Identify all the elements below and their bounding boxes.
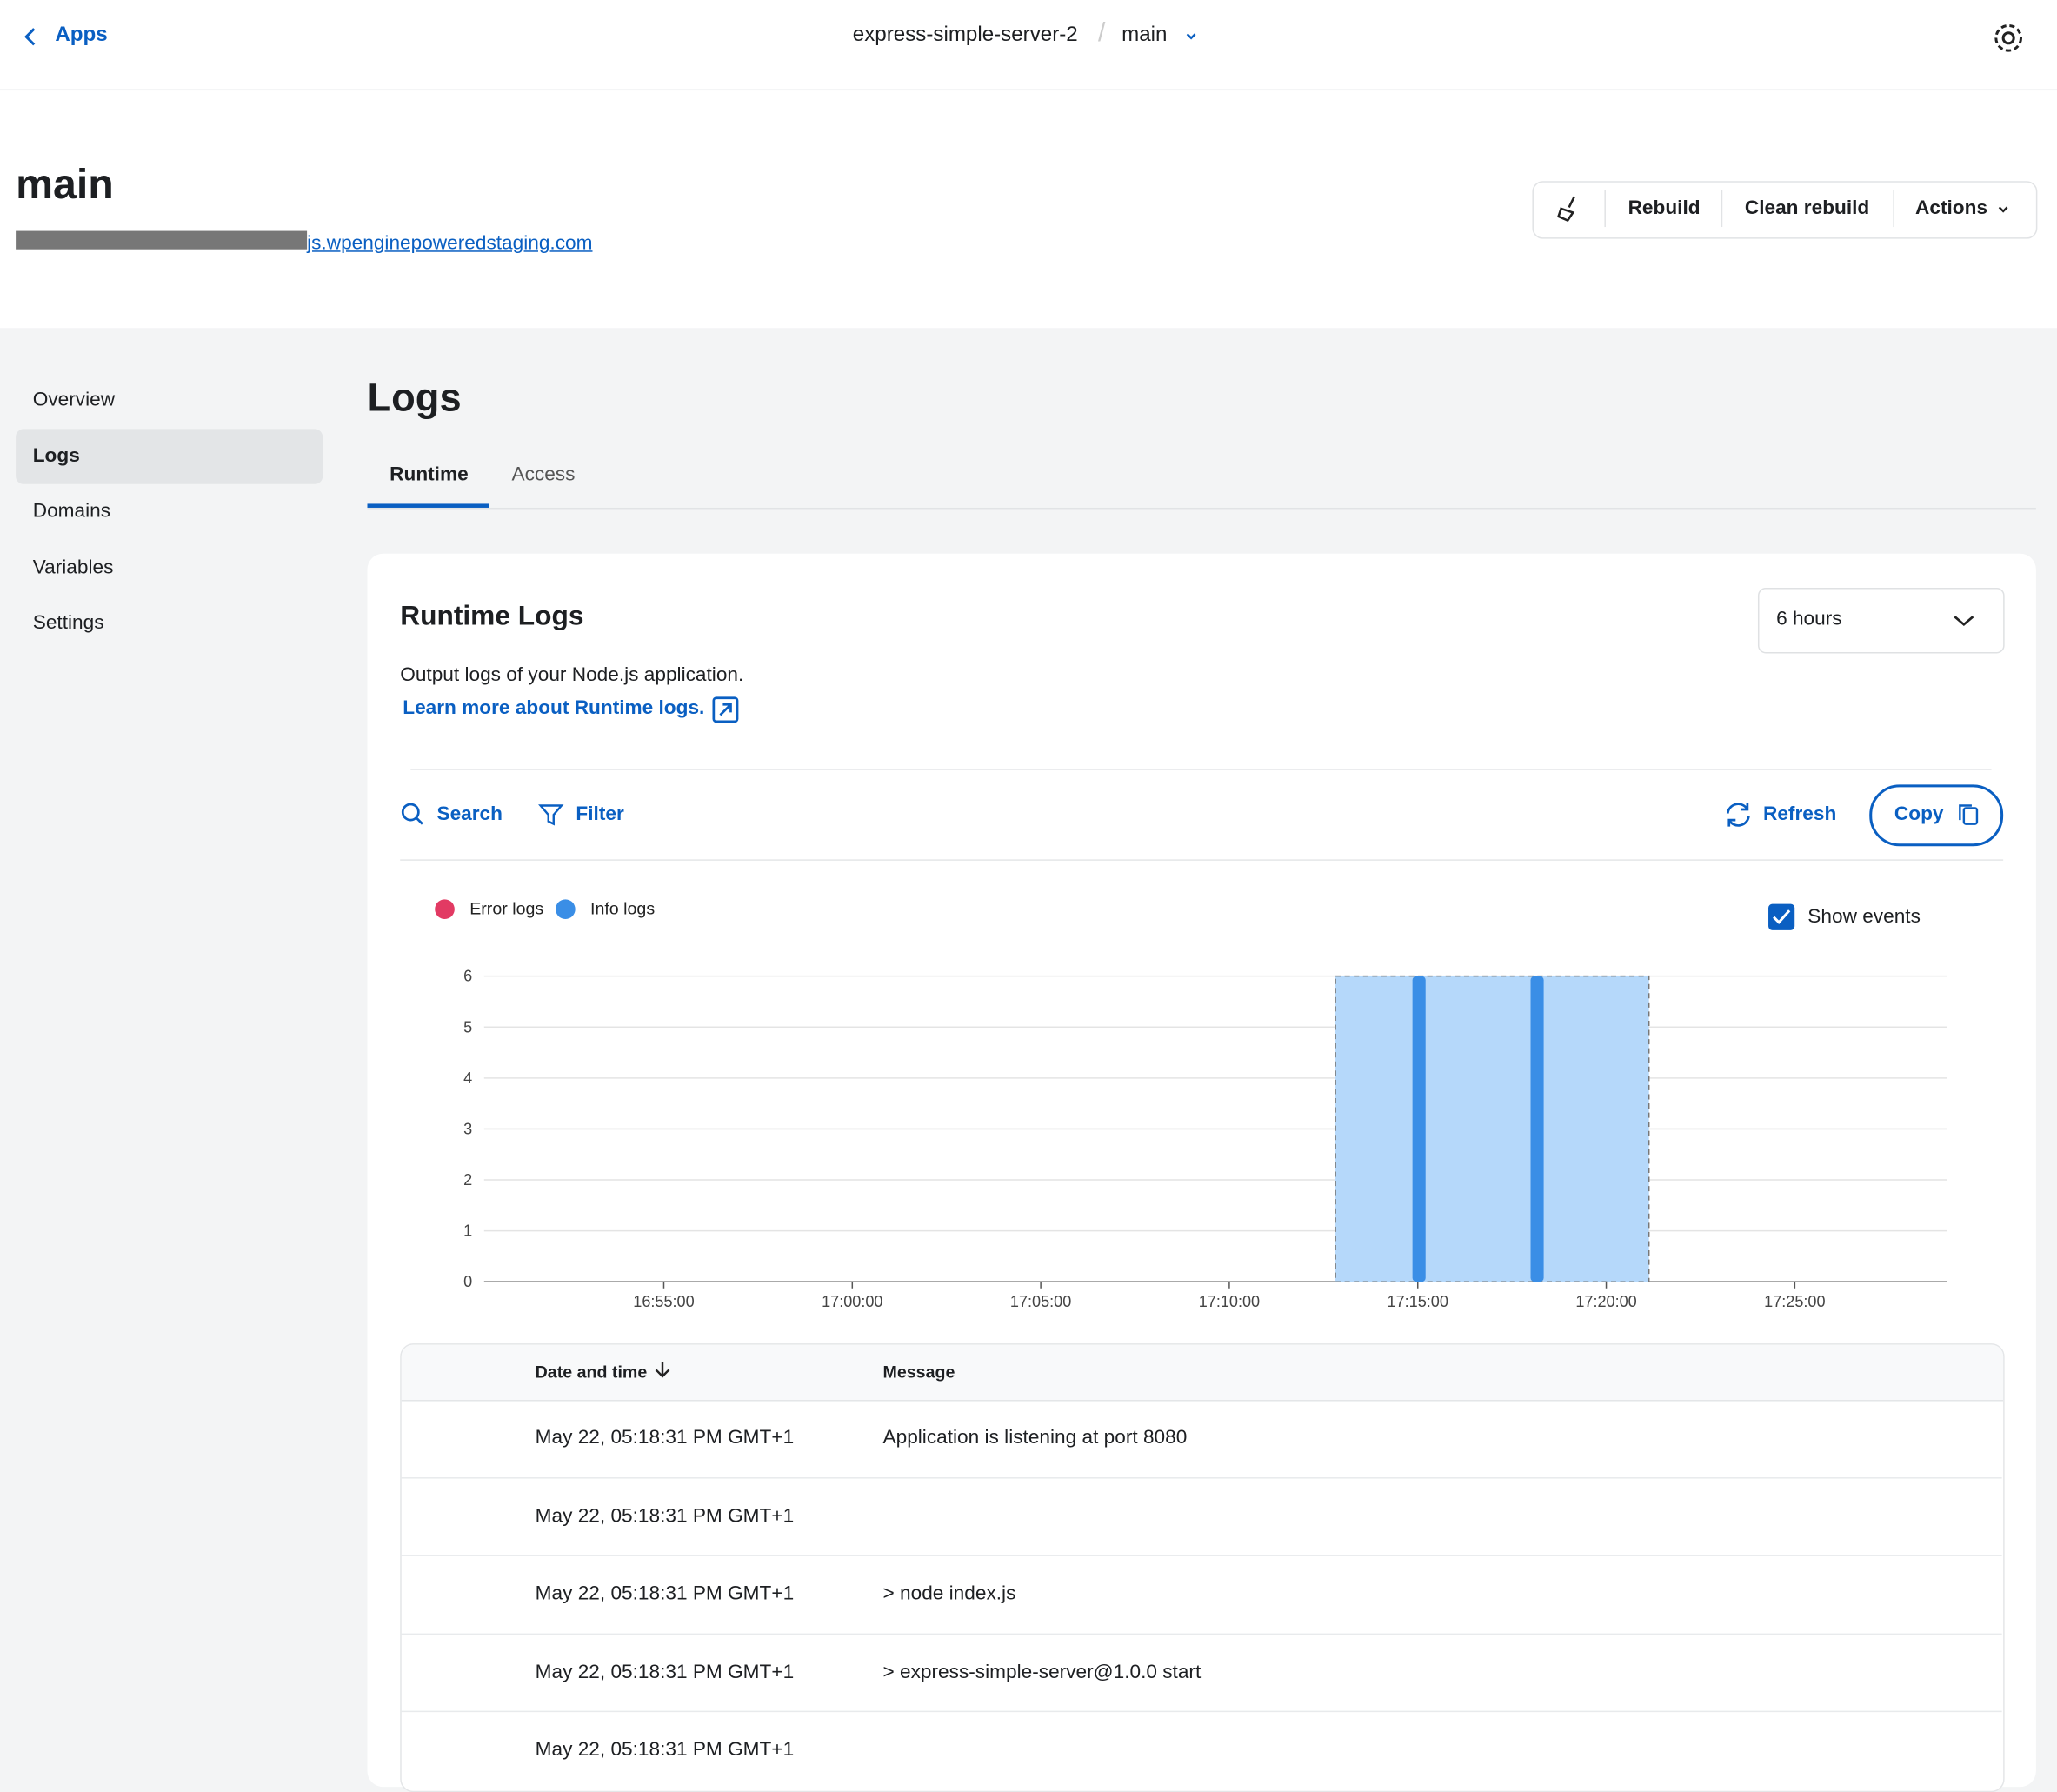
tab[interactable]: Runtime <box>389 463 469 486</box>
clean-rebuild-button[interactable]: Clean rebuild <box>1744 197 1870 219</box>
x-tick-label: 17:25:00 <box>1764 1293 1825 1310</box>
log-time: May 22, 05:18:31 PM GMT+1 <box>535 1660 795 1683</box>
y-tick-label: 6 <box>463 968 472 985</box>
event-range <box>1335 975 1650 1282</box>
x-tick-label: 17:15:00 <box>1388 1293 1448 1310</box>
filter-icon[interactable] <box>538 802 564 828</box>
card-title: Runtime Logs <box>400 601 584 631</box>
back-link[interactable]: Apps <box>55 23 108 46</box>
legend-label: Error logs <box>469 900 543 919</box>
separator: / <box>1097 18 1106 48</box>
actions-button[interactable]: Actions <box>1915 197 1988 219</box>
sidebar-item[interactable]: Overview <box>32 388 116 411</box>
events-label[interactable]: Show events <box>1807 905 1921 928</box>
sidebar-item[interactable]: Settings <box>32 611 104 634</box>
log-message: Application is listening at port 8080 <box>882 1426 1188 1449</box>
tab[interactable]: Access <box>511 463 576 486</box>
filter-button[interactable]: Filter <box>576 803 624 826</box>
app-name[interactable]: express-simple-server-2 <box>852 23 1078 46</box>
sort-icon <box>653 1359 671 1384</box>
log-message: > express-simple-server@1.0.0 start <box>882 1660 1202 1683</box>
row-divider <box>401 1710 2002 1713</box>
top-bar <box>0 0 2057 91</box>
copy-button-frame[interactable] <box>1869 784 2004 847</box>
search-button[interactable]: Search <box>436 803 503 826</box>
log-time: May 22, 05:18:31 PM GMT+1 <box>535 1582 795 1605</box>
sidebar-item[interactable]: Variables <box>32 556 114 578</box>
range-chevron[interactable] <box>1951 608 1977 634</box>
log-time: May 22, 05:18:31 PM GMT+1 <box>535 1503 795 1527</box>
legend-swatch <box>435 899 455 920</box>
row-divider <box>401 1476 2002 1478</box>
page-title: Logs <box>367 376 462 420</box>
x-tick-label: 17:20:00 <box>1575 1293 1636 1310</box>
tabs-border <box>367 507 2036 510</box>
y-tick-label: 3 <box>463 1120 472 1137</box>
sidebar-item[interactable]: Domains <box>32 499 111 523</box>
row-divider <box>401 1632 2002 1635</box>
column-header: Message <box>882 1362 955 1382</box>
log-message: > node index.js <box>882 1582 1016 1605</box>
actions-chevron[interactable] <box>1995 202 2011 217</box>
back-icon[interactable] <box>21 25 39 49</box>
x-tick-label: 17:05:00 <box>1010 1293 1071 1310</box>
refresh-icon[interactable] <box>1722 799 1754 830</box>
branch-name[interactable]: main <box>1122 23 1168 46</box>
divider <box>400 859 2004 861</box>
card-description: Output logs of your Node.js application. <box>400 663 744 687</box>
docs-link[interactable]: Learn more about Runtime logs. <box>403 696 705 719</box>
divider <box>1893 190 1894 228</box>
tab-indicator <box>367 503 489 508</box>
env-title: main <box>16 160 114 208</box>
range-select[interactable] <box>1757 588 2005 654</box>
log-table <box>400 1343 2005 1792</box>
bar <box>1530 976 1544 1282</box>
events-checkbox[interactable] <box>1767 903 1796 931</box>
x-tick-label: 16:55:00 <box>633 1293 694 1310</box>
branch-chevron[interactable] <box>1183 29 1199 44</box>
settings-icon[interactable] <box>1990 20 2027 57</box>
env-url[interactable]: js.wpenginepoweredstaging.com <box>307 232 593 255</box>
range-value[interactable]: 6 hours <box>1776 607 1842 630</box>
redaction <box>16 230 308 250</box>
legend-swatch <box>556 899 576 920</box>
table-header <box>401 1344 2004 1402</box>
copy-button[interactable]: Copy <box>1894 803 1944 826</box>
rebuild-button[interactable]: Rebuild <box>1628 197 1701 219</box>
divider <box>1721 190 1723 228</box>
column-header[interactable]: Date and time <box>535 1362 648 1382</box>
log-time: May 22, 05:18:31 PM GMT+1 <box>535 1426 795 1449</box>
y-tick-label: 5 <box>463 1018 472 1036</box>
broom-icon[interactable] <box>1554 193 1583 224</box>
x-tick-label: 17:00:00 <box>822 1293 882 1310</box>
y-tick-label: 4 <box>463 1069 472 1087</box>
row-divider <box>401 1555 2002 1556</box>
legend-label: Info logs <box>590 900 655 919</box>
chart: Error logs Info logs 0 1 2 3 4 5 6 16:55:00 17:00:… <box>435 899 1947 1310</box>
y-tick-label: 2 <box>463 1171 472 1189</box>
bar <box>1412 976 1426 1282</box>
search-icon[interactable] <box>400 802 426 828</box>
divider <box>410 769 1992 770</box>
y-tick-label: 1 <box>463 1222 472 1240</box>
log-time: May 22, 05:18:31 PM GMT+1 <box>535 1738 795 1761</box>
divider <box>1604 190 1606 228</box>
refresh-button[interactable]: Refresh <box>1763 803 1837 826</box>
sidebar-active[interactable] <box>16 428 323 484</box>
y-tick-label: 0 <box>463 1273 472 1290</box>
sidebar-item[interactable]: Logs <box>32 443 80 467</box>
x-tick-label: 17:10:00 <box>1199 1293 1260 1310</box>
copy-icon[interactable] <box>1956 802 1982 828</box>
external-link-icon[interactable] <box>711 696 740 724</box>
env-actions <box>1532 181 2038 239</box>
